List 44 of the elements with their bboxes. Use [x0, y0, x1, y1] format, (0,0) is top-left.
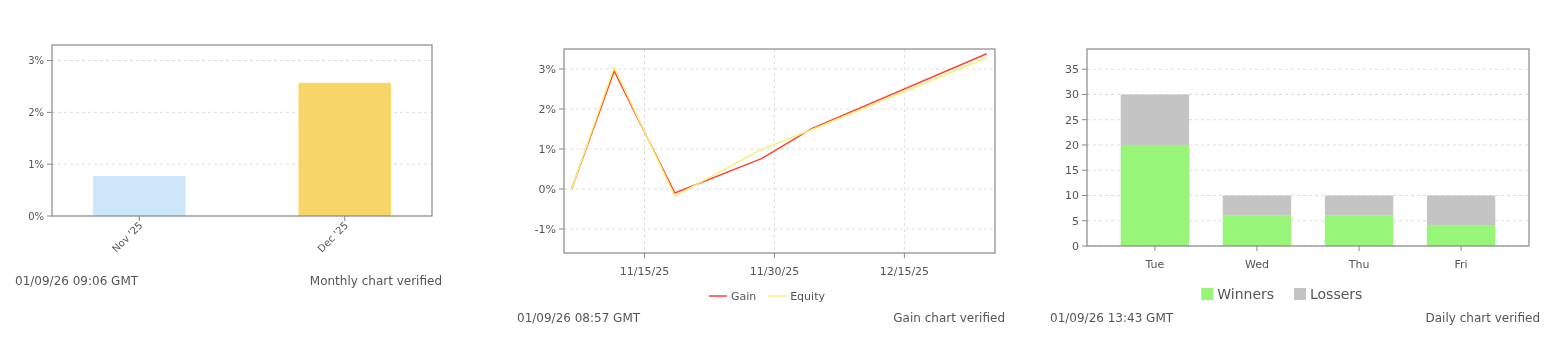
x-tick-label: Dec '25 [315, 219, 351, 255]
text: 01/09/26 13:43 GMT [1050, 311, 1174, 325]
y-tick-label: 1% [28, 158, 44, 170]
x-tick-label: Tue [1144, 258, 1165, 271]
bar [1120, 144, 1190, 246]
y-tick-label: 0% [28, 210, 44, 222]
y-tick-label: 25 [1065, 113, 1079, 127]
x-tick-label: 11/30/25 [749, 265, 800, 278]
y-tick-label: 30 [1065, 88, 1079, 102]
y-tick-label: 5 [1072, 214, 1079, 228]
y-tick-label: 15 [1065, 164, 1079, 178]
y-tick-label: 3% [28, 55, 44, 67]
x-tick-label: Nov '25 [109, 219, 145, 255]
y-tick-label: 2% [538, 102, 556, 116]
text: Gain chart verified [893, 311, 1005, 325]
text: Daily chart verified [1425, 311, 1540, 325]
y-tick-label: -1% [534, 222, 556, 236]
legend-label: Lossers [1310, 285, 1363, 302]
text: 01/09/26 09:06 GMT [15, 274, 139, 288]
y-tick-label: 3% [538, 62, 556, 76]
bar [1222, 215, 1292, 246]
y-tick-label: 35 [1065, 63, 1079, 77]
y-tick-label: 1% [538, 142, 556, 156]
x-tick-label: Thu [1347, 258, 1370, 271]
bar [1120, 94, 1190, 145]
x-tick-label: Wed [1244, 258, 1269, 271]
x-tick-label: 12/15/25 [879, 265, 930, 278]
legend-label: Winners [1217, 285, 1275, 302]
y-tick-label: 2% [28, 106, 44, 118]
bar [1324, 215, 1394, 246]
y-tick-label: 10 [1065, 189, 1079, 203]
bar [1426, 195, 1496, 226]
bar [1324, 195, 1394, 216]
bar [1222, 195, 1292, 216]
text: Monthly chart verified [309, 274, 442, 288]
y-tick-label: 0 [1072, 239, 1079, 253]
x-tick-label: Fri [1454, 258, 1468, 271]
bar [1426, 225, 1496, 246]
legend-label: Gain [730, 289, 757, 303]
x-tick-label: 11/15/25 [619, 265, 670, 278]
legend-label: Equity [790, 289, 826, 303]
text: 01/09/26 08:57 GMT [517, 311, 641, 325]
y-tick-label: 0% [538, 182, 556, 196]
y-tick-label: 20 [1065, 138, 1079, 152]
